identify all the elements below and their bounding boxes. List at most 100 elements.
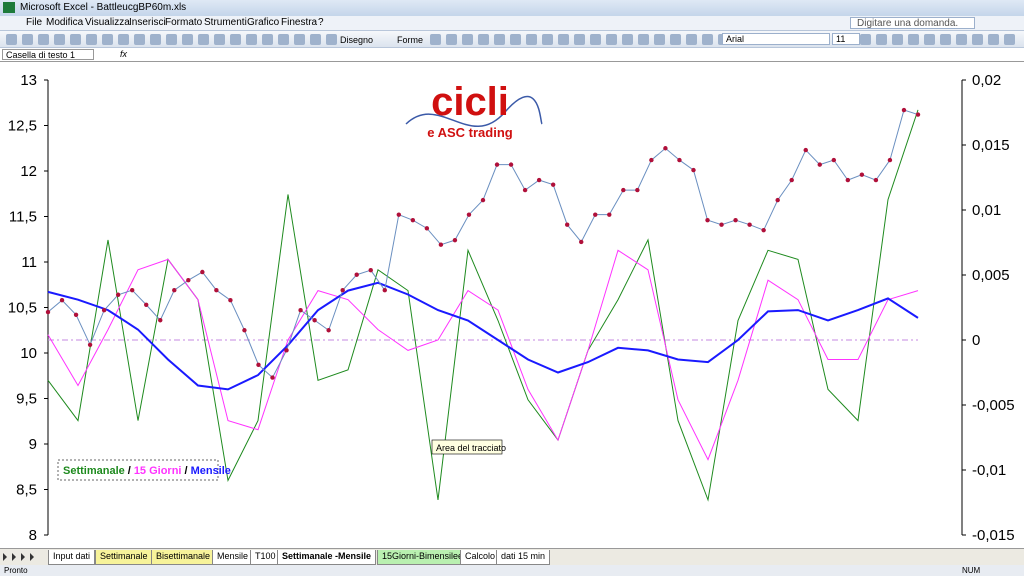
tab-scroll[interactable] (3, 553, 11, 561)
price-marker (340, 288, 345, 293)
price-marker (424, 226, 430, 231)
toolbar-button[interactable] (118, 34, 129, 45)
tab-scroll[interactable] (12, 553, 20, 561)
legend-box (57, 459, 219, 481)
price-marker (354, 272, 359, 277)
toolbar-button[interactable] (134, 34, 145, 45)
toolbar-button[interactable] (622, 34, 633, 45)
toolbar-button[interactable] (526, 34, 537, 45)
menu-item[interactable]: ? (318, 17, 324, 28)
sheet-tab[interactable]: T100 (250, 550, 281, 565)
menu-item[interactable]: Formato (165, 17, 203, 28)
toolbar-button[interactable] (214, 34, 225, 45)
legend-separator: / (185, 465, 188, 477)
shapes-menu[interactable]: Forme (397, 35, 424, 45)
tooltip-box (431, 439, 503, 455)
price-marker (873, 177, 879, 183)
toolbar-button[interactable] (606, 34, 617, 45)
toolbar-button[interactable] (6, 34, 17, 45)
toolbar-button[interactable] (478, 34, 489, 45)
price-marker (186, 278, 191, 283)
toolbar-button[interactable] (150, 34, 161, 45)
font-box[interactable]: Arial (722, 33, 830, 45)
toolbar-button[interactable] (1004, 34, 1015, 45)
toolbar-button[interactable] (310, 34, 321, 45)
name-box[interactable]: Casella di testo 1 (2, 49, 94, 60)
toolbar-button[interactable] (702, 34, 713, 45)
toolbar-button[interactable] (262, 34, 273, 45)
toolbar-button[interactable] (908, 34, 919, 45)
toolbar-button[interactable] (654, 34, 665, 45)
logo-subtitle: e ASC trading (427, 125, 513, 140)
y-tick-label: 12 (20, 163, 37, 180)
toolbar-button[interactable] (446, 34, 457, 45)
toolbar-button[interactable] (430, 34, 441, 45)
logo-wave (405, 95, 543, 127)
toolbar-button[interactable] (198, 34, 209, 45)
toolbar-button[interactable] (956, 34, 967, 45)
sheet-tab[interactable]: dati 15 min (496, 550, 551, 565)
price-marker (663, 146, 668, 151)
menu-item[interactable]: Strumenti (204, 17, 247, 28)
toolbar-button[interactable] (102, 34, 113, 45)
draw-menu[interactable]: Disegno (340, 35, 374, 45)
tab-scroll[interactable] (21, 553, 29, 561)
toolbar-button[interactable] (54, 34, 65, 45)
sheet-tab[interactable]: Input dati (48, 550, 96, 565)
sheet-tab[interactable]: Bisettimanale (151, 550, 216, 565)
toolbar-button[interactable] (510, 34, 521, 45)
toolbar-button[interactable] (278, 34, 289, 45)
price-marker (129, 288, 135, 293)
toolbar-button[interactable] (166, 34, 177, 45)
toolbar-button[interactable] (494, 34, 505, 45)
sheet-tab[interactable]: Mensile (212, 550, 254, 565)
toolbar-button[interactable] (22, 34, 33, 45)
sheet-tab[interactable]: 15Giorni-Bimensilee (377, 550, 469, 565)
price-marker (747, 222, 752, 227)
toolbar-button[interactable] (924, 34, 935, 45)
toolbar-button[interactable] (892, 34, 903, 45)
price-marker (438, 242, 444, 247)
menu-item[interactable]: Finestra (281, 17, 318, 28)
toolbar-button[interactable] (38, 34, 49, 45)
menu-item[interactable]: Grafico (247, 17, 280, 28)
toolbar-button[interactable] (972, 34, 983, 45)
price-marker (326, 328, 331, 333)
sheet-tab[interactable]: Settimanale -Mensile (277, 550, 377, 565)
toolbar-button[interactable] (70, 34, 81, 45)
menu-item[interactable]: File (26, 17, 43, 28)
toolbar-button[interactable] (542, 34, 553, 45)
sheet-tab[interactable]: Settimanale (95, 550, 153, 565)
price-marker (845, 177, 851, 183)
toolbar-button[interactable] (182, 34, 193, 45)
price-marker (480, 197, 486, 203)
menu-item[interactable]: Visualizza (85, 17, 130, 28)
toolbar-button[interactable] (590, 34, 601, 45)
toolbar-button[interactable] (86, 34, 97, 45)
tab-scroll[interactable] (30, 553, 38, 561)
toolbar-button[interactable] (246, 34, 257, 45)
price-marker (579, 239, 584, 245)
toolbar-button[interactable] (638, 34, 649, 45)
toolbar-button[interactable] (462, 34, 473, 45)
size-box[interactable]: 11 (832, 33, 860, 45)
price-marker (45, 309, 51, 315)
toolbar-button[interactable] (294, 34, 305, 45)
toolbar-button[interactable] (876, 34, 887, 45)
toolbar-button[interactable] (940, 34, 951, 45)
toolbar-button[interactable] (988, 34, 999, 45)
menu-item[interactable]: Inserisci (129, 17, 166, 28)
toolbar-button[interactable] (686, 34, 697, 45)
price-marker (73, 312, 79, 317)
logo-box (404, 82, 542, 142)
toolbar-button[interactable] (860, 34, 871, 45)
toolbar-button[interactable] (326, 34, 337, 45)
help-box[interactable]: Digitare una domanda. (850, 17, 975, 29)
toolbar-button[interactable] (670, 34, 681, 45)
menu-item[interactable]: Modifica (46, 17, 84, 28)
sheet-tab[interactable]: Calcolo (460, 550, 501, 565)
y2-tick-label: -0,005 (972, 397, 1015, 414)
toolbar-button[interactable] (574, 34, 585, 45)
toolbar-button[interactable] (558, 34, 569, 45)
toolbar-button[interactable] (230, 34, 241, 45)
